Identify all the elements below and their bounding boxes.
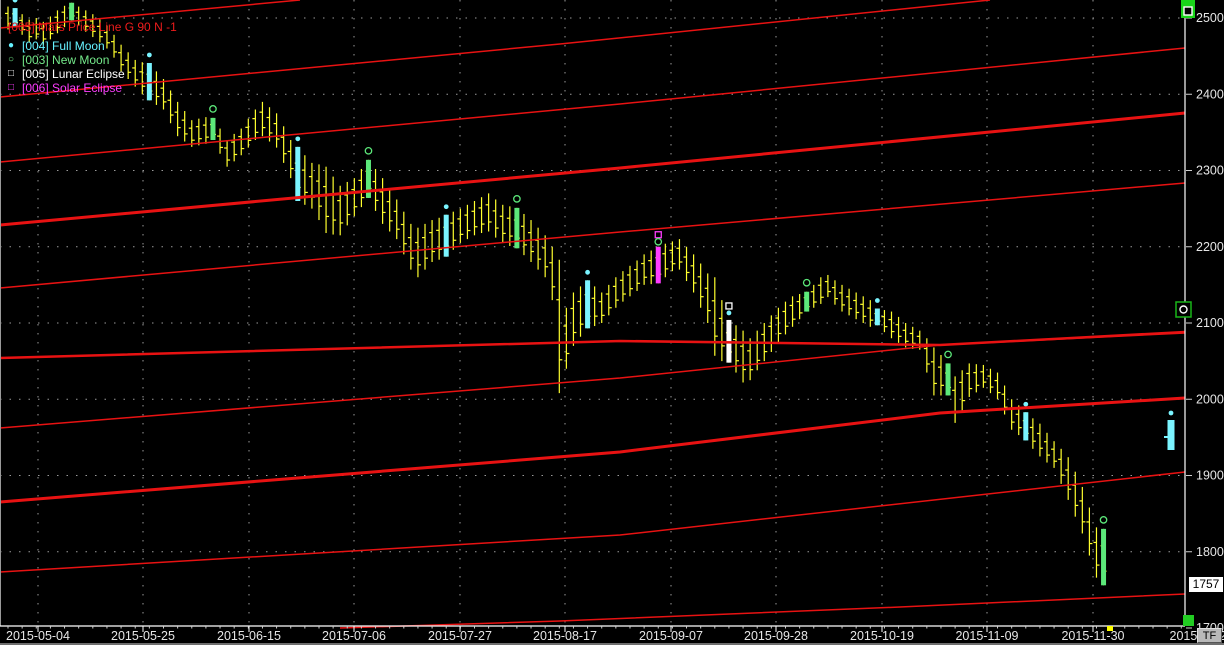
chart-legend: [005] Mars Price Line G 90 N -1 ● [004] F… xyxy=(8,20,177,95)
full-moon-dot-icon xyxy=(295,136,301,142)
last-price-box: 1757 xyxy=(1189,577,1223,592)
y-axis-label: 1900 xyxy=(1196,469,1224,483)
x-axis-label: 2015-09-28 xyxy=(744,629,808,643)
y-axis-label: 2500 xyxy=(1196,11,1224,25)
mars-price-line xyxy=(0,332,1186,429)
circle-marker-icon: ○ xyxy=(8,54,15,65)
new-moon-bar xyxy=(514,207,520,249)
new-moon-circle-icon xyxy=(802,278,811,287)
legend-item-label: [005] Lunar Eclipse xyxy=(22,67,125,81)
mars-price-line xyxy=(0,0,991,98)
square-marker-icon: □ xyxy=(8,82,15,93)
x-axis-label: 2015-07-06 xyxy=(322,629,386,643)
new-moon-circle-icon xyxy=(513,195,521,203)
legend-item--004-full-moon[interactable]: ● [004] Full Moon xyxy=(8,39,177,53)
new-moon-bar xyxy=(1101,528,1107,586)
new-moon-circle-icon xyxy=(944,350,952,359)
full-moon-bar xyxy=(585,280,591,329)
full-moon-dot-icon xyxy=(12,0,18,3)
solar-eclipse-square-icon xyxy=(654,231,662,239)
square-marker-icon: □ xyxy=(8,68,15,79)
full-moon-dot-icon xyxy=(585,269,590,275)
x-axis-label: 2015-11-09 xyxy=(955,629,1018,643)
full-moon-bar xyxy=(146,62,152,101)
y-axis-label: 2100 xyxy=(1196,316,1224,330)
full-moon-dot-icon xyxy=(146,52,152,58)
future-eclipse-square-icon xyxy=(1183,6,1193,16)
future-full-moon-bar xyxy=(1167,420,1175,450)
solar-eclipse-bar xyxy=(655,246,661,284)
new-moon-circle-icon xyxy=(209,105,217,113)
full-moon-bar xyxy=(443,214,449,257)
new-moon-bar xyxy=(945,363,951,396)
last-bar-axis-tick xyxy=(1107,626,1113,631)
legend-mars-price-line[interactable]: [005] Mars Price Line G 90 N -1 xyxy=(8,20,177,34)
x-axis-label: 2015-05-04 xyxy=(6,629,70,643)
y-axis-label: 1800 xyxy=(1196,545,1224,559)
x-axis-label: 2015-08-17 xyxy=(533,629,597,643)
new-moon-circle-icon xyxy=(364,146,373,155)
x-axis-label: 2015-11-30 xyxy=(1061,629,1124,643)
full-moon-bar xyxy=(874,308,880,326)
new-moon-bar xyxy=(365,159,371,198)
x-axis-label: 2015-06-15 xyxy=(217,629,281,643)
lunar-eclipse-square-icon xyxy=(725,302,733,310)
full-moon-dot-icon xyxy=(443,204,449,210)
future-new-moon-circle-icon xyxy=(1179,305,1188,314)
new-moon-bar xyxy=(804,291,810,312)
legend-item-label: [006] Solar Eclipse xyxy=(22,81,123,95)
mars-price-line xyxy=(0,182,1186,289)
y-axis-label: 2200 xyxy=(1196,240,1224,254)
y-axis-label: 2300 xyxy=(1196,164,1224,178)
right-axis-event-mark xyxy=(1183,615,1194,626)
future-new-moon-box xyxy=(1175,301,1192,318)
new-moon-circle-icon xyxy=(654,237,663,246)
legend-item-label: [003] New Moon xyxy=(22,53,110,67)
x-axis-label: 2015-09-07 xyxy=(639,629,703,643)
x-axis-label: 2015-07-27 xyxy=(428,629,492,643)
future-full-moon-dot-icon xyxy=(1168,410,1174,416)
window-bottom-edge xyxy=(0,643,1224,645)
timeframe-button[interactable]: TF xyxy=(1197,628,1222,643)
dot-marker-icon: ● xyxy=(8,40,15,51)
new-moon-circle-icon xyxy=(1099,516,1108,524)
full-moon-bar xyxy=(12,8,18,28)
x-axis-label: 2015-10-19 xyxy=(850,629,914,643)
mars-price-line xyxy=(0,396,1186,504)
y-axis-label: 2000 xyxy=(1196,392,1224,406)
mars-price-line xyxy=(339,593,1186,629)
y-axis-label: 2400 xyxy=(1196,87,1224,101)
mars-price-line xyxy=(0,47,1186,163)
legend-item--005-lunar-eclipse[interactable]: □ [005] Lunar Eclipse xyxy=(8,67,177,81)
new-moon-bar xyxy=(69,2,75,21)
full-moon-dot-icon xyxy=(726,310,732,316)
full-moon-dot-icon xyxy=(874,298,880,303)
legend-item-label: [004] Full Moon xyxy=(22,39,105,53)
legend-item--006-solar-eclipse[interactable]: □ [006] Solar Eclipse xyxy=(8,81,177,95)
mars-price-line xyxy=(0,471,1186,573)
new-moon-bar xyxy=(210,117,216,140)
full-moon-dot-icon xyxy=(1023,401,1029,407)
full-moon-bar xyxy=(295,146,301,201)
full-moon-bar xyxy=(1023,412,1029,441)
mars-price-line xyxy=(0,111,1186,227)
mars-price-line xyxy=(0,0,301,29)
x-axis-label: 2015-05-25 xyxy=(111,629,175,643)
legend-item--003-new-moon[interactable]: ○ [003] New Moon xyxy=(8,53,177,67)
